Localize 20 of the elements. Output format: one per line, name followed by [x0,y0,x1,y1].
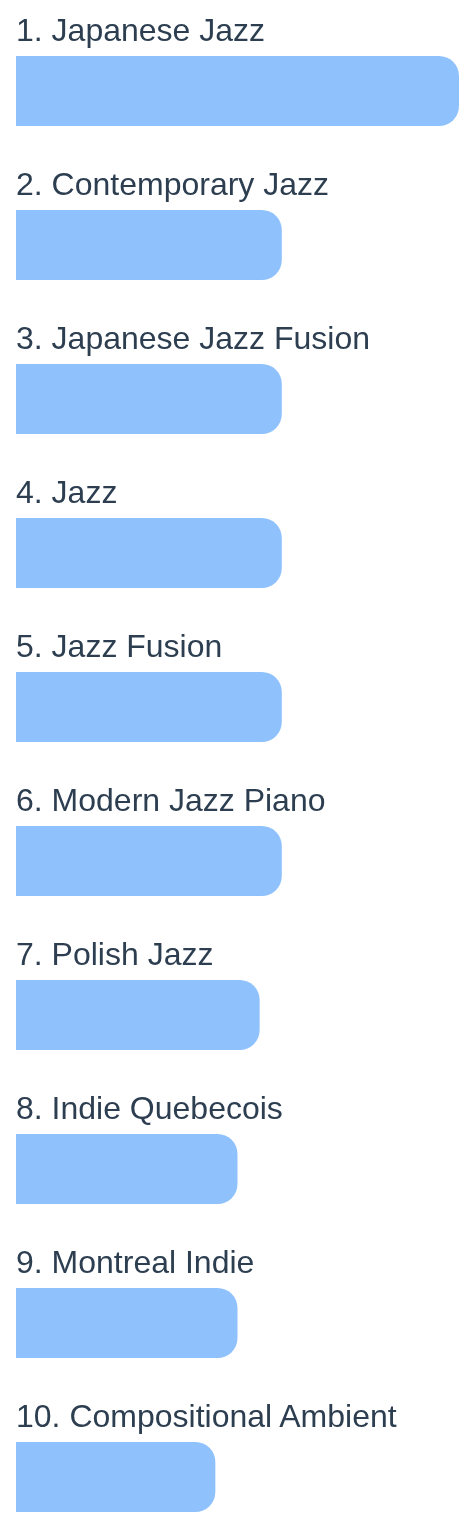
bar [16,1442,216,1512]
y-tick-label: 2. Contemporary Jazz [16,166,330,202]
bar [16,826,282,896]
y-tick-label: 5. Jazz Fusion [16,628,223,664]
bar [16,1134,238,1204]
y-tick-label: 9. Montreal Indie [16,1244,255,1280]
y-tick-label: 7. Polish Jazz [16,936,214,972]
y-tick-label: 1. Japanese Jazz [16,12,266,48]
bar [16,518,282,588]
bar [16,364,282,434]
bar [16,56,459,126]
y-tick-label: 10. Compositional Ambient [16,1398,397,1434]
y-tick-label: 3. Japanese Jazz Fusion [16,320,370,356]
y-tick-label: 4. Jazz [16,474,118,510]
y-tick-label: 8. Indie Quebecois [16,1090,283,1126]
y-tick-label: 6. Modern Jazz Piano [16,782,326,818]
bar [16,1288,238,1358]
bar [16,210,282,280]
bar [16,672,282,742]
bar [16,980,260,1050]
